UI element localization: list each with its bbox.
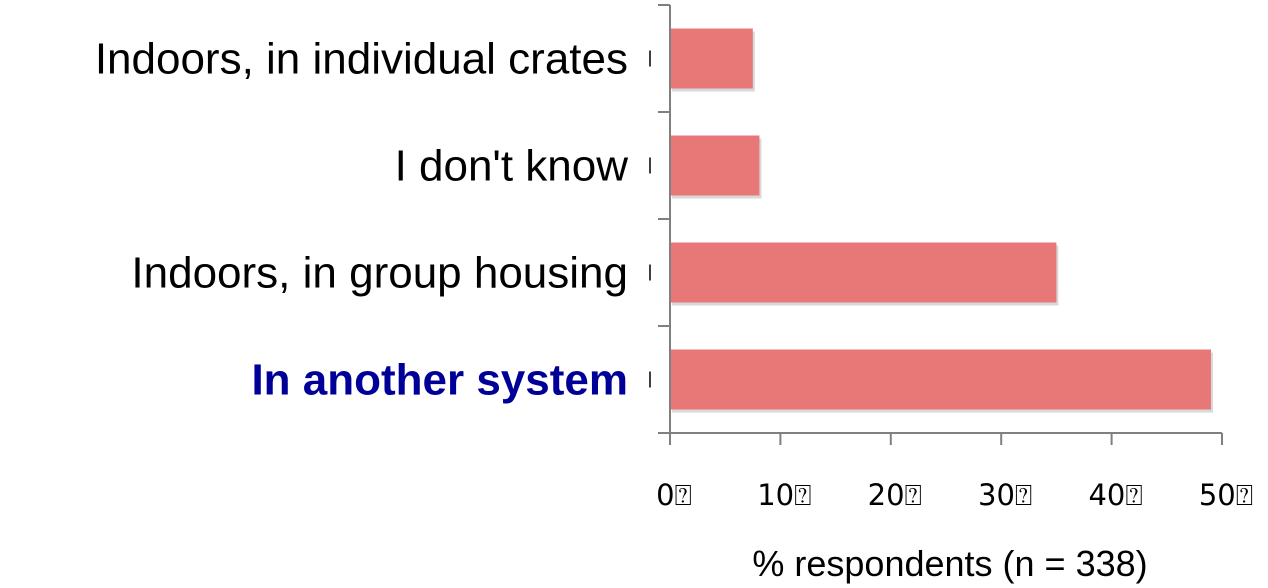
- bar-1: [670, 135, 760, 196]
- x-tick-label-5: 50⍰: [1199, 478, 1253, 512]
- category-label-1: I don't know: [395, 142, 629, 191]
- x-axis-title: % respondents (n = 338): [752, 543, 1147, 584]
- x-tick-label-2: 20⍰: [868, 478, 922, 512]
- category-labels: Indoors, in individual crates I don't kno…: [95, 35, 651, 405]
- x-tick-label-3: 30⍰: [978, 478, 1032, 512]
- x-tick-labels: 0⍰ 10⍰ 20⍰ 30⍰ 40⍰ 50⍰: [656, 478, 1253, 512]
- category-label-2: Indoors, in group housing: [131, 249, 628, 298]
- bars-group: [670, 28, 1213, 413]
- bar-3: [670, 349, 1211, 410]
- category-label-0: Indoors, in individual crates: [95, 35, 628, 84]
- x-tick-label-4: 40⍰: [1088, 478, 1142, 512]
- bar-2: [670, 242, 1057, 303]
- x-tick-label-1: 10⍰: [757, 478, 811, 512]
- axes-group: [658, 4, 1223, 445]
- category-label-3: In another system: [251, 356, 628, 405]
- x-tick-label-0: 0⍰: [656, 478, 692, 512]
- bar-0: [670, 28, 753, 89]
